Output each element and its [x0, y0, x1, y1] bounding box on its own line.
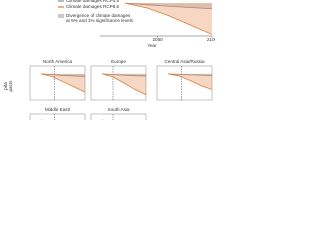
- damage-band: [41, 73, 85, 93]
- figure: pita pacts Divergence of climate damages…: [3, 0, 215, 120]
- panel-title: Middle East/: [45, 107, 71, 112]
- series-line: [101, 73, 147, 96]
- series-line: [124, 2, 213, 10]
- legend-text: Climate damages RCP8.5: [66, 4, 120, 9]
- panel-frame: [90, 113, 147, 120]
- panel-frame: [29, 65, 86, 101]
- legend-swatch: [58, 14, 64, 18]
- panel-title: Central Asia/Russia: [164, 59, 205, 64]
- panel-title: North America: [43, 59, 73, 64]
- y-label-fragment: pacts: [8, 80, 13, 92]
- series-line: [167, 73, 213, 90]
- panel-frame: [29, 113, 86, 120]
- series-line: [101, 73, 147, 77]
- x-tick-label: 2050: [153, 37, 164, 42]
- legend-text: Divergence of climate damages: [66, 13, 131, 18]
- damage-band: [125, 3, 212, 35]
- series-line: [40, 73, 86, 77]
- series-line: [40, 73, 86, 93]
- x-axis-label: Year: [147, 43, 157, 48]
- damage-band: [102, 73, 146, 95]
- panel-frame: [90, 65, 147, 101]
- panel-frame: [156, 65, 213, 101]
- legend-text: at 5% and 1% significance levels: [66, 18, 134, 23]
- legend-text: Climate damages RCP4.5: [66, 0, 120, 3]
- y-label-fragment: pita: [3, 82, 8, 90]
- x-tick-label: 2100: [207, 37, 215, 42]
- panel-title: Europe: [111, 59, 126, 64]
- series-line: [167, 73, 213, 76]
- page: pita pacts Divergence of climate damages…: [0, 0, 215, 120]
- series-line: [124, 2, 213, 35]
- panel-title: South Asia: [108, 107, 130, 112]
